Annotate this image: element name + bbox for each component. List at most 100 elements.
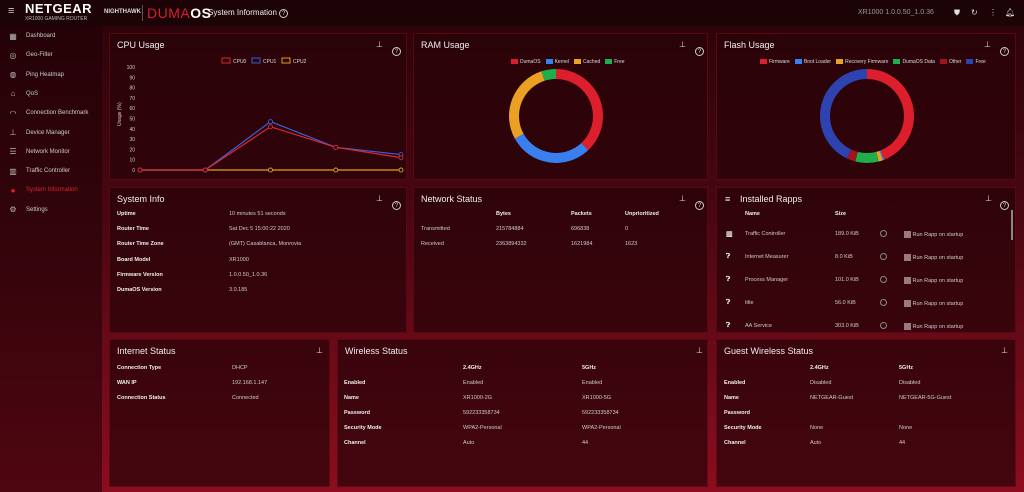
data-point — [268, 124, 273, 130]
legend-item: Other — [939, 59, 962, 65]
more-icon[interactable]: ⋮ — [989, 8, 997, 17]
pin-icon[interactable]: ⊥ — [985, 194, 992, 203]
panel-title: Internet Status — [117, 346, 176, 356]
panel-title: Network Status — [421, 194, 483, 204]
refresh-icon[interactable]: ↻ — [971, 8, 978, 17]
row-label: Password — [344, 410, 370, 416]
row-label: WAN IP — [117, 380, 137, 386]
run-on-startup-checkbox[interactable]: Run Rapp on startup — [904, 231, 963, 238]
y-tick-label: 90 — [129, 75, 135, 81]
guest-wireless-status-panel: Guest Wireless Status ⊥ 2.4GHz 5GHz Enable… — [716, 339, 1016, 487]
help-icon[interactable]: ? — [279, 9, 289, 18]
cpu-usage-panel: CPU Usage ⊥ ? 0 10 20 30 40 50 60 70 80 90 100 Usag… — [109, 33, 407, 180]
legend-item: Cached — [574, 59, 600, 65]
rapp-status-icon[interactable] — [880, 299, 887, 306]
cell: NETGEAR-5G-Guest — [899, 395, 952, 401]
y-tick-label: 100 — [127, 65, 136, 71]
run-on-startup-checkbox[interactable]: Run Rapp on startup — [904, 300, 963, 307]
help-icon[interactable]: ? — [695, 47, 704, 56]
help-icon[interactable]: ? — [1000, 201, 1009, 210]
checkbox[interactable] — [904, 300, 911, 307]
notification-bell-icon[interactable]: 🔔︎ — [1005, 8, 1016, 17]
column-header: Bytes — [496, 211, 511, 217]
rapp-status-icon[interactable] — [880, 253, 887, 260]
help-icon[interactable]: ? — [695, 201, 704, 210]
benchmark-icon: ◠ — [9, 108, 17, 118]
list-icon[interactable]: ≡ — [725, 194, 731, 204]
donut-slice-free — [820, 69, 867, 159]
sidebar-item-label: QoS — [26, 90, 39, 97]
checkbox[interactable] — [904, 231, 911, 238]
sidebar-item-traffic-controller[interactable]: ▥ Traffic Controller — [0, 162, 102, 180]
checkbox[interactable] — [904, 323, 911, 330]
cell: Disabled — [899, 380, 921, 386]
checkbox-label: Run Rapp on startup — [912, 277, 964, 284]
rapp-status-icon[interactable] — [880, 276, 887, 283]
pin-icon[interactable]: ⊥ — [316, 346, 323, 355]
sidebar-item-settings[interactable]: ⚙ Settings — [0, 201, 102, 219]
y-tick-label: 70 — [129, 96, 135, 102]
sidebar-item-system-information[interactable]: ● System Information — [0, 181, 102, 199]
legend-item: DumaOS Data — [893, 59, 935, 65]
dashboard-icon: ▦ — [9, 31, 17, 41]
sidebar-item-network-monitor[interactable]: ☰ Network Monitor — [0, 143, 102, 161]
y-axis-label: Usage (%) — [117, 102, 123, 126]
pin-icon[interactable]: ⊥ — [679, 40, 686, 49]
legend-label: Kernel — [554, 59, 570, 65]
data-point — [333, 144, 339, 150]
sidebar-item-device-manager[interactable]: ⊥ Device Manager — [0, 124, 102, 142]
run-on-startup-checkbox[interactable]: Run Rapp on startup — [904, 277, 963, 284]
cell: None — [899, 425, 913, 431]
row-value: DHCP — [232, 365, 248, 371]
y-tick-label: 50 — [129, 117, 135, 123]
ram-usage-panel: RAM Usage ⊥ ? DumaOS Kernel Cached Free — [413, 33, 708, 180]
menu-icon[interactable]: ≡ — [8, 5, 15, 17]
settings-icon: ⚙ — [9, 205, 17, 215]
rapp-status-icon[interactable] — [880, 322, 887, 329]
legend-label: DumaOS — [520, 59, 541, 65]
pin-icon[interactable]: ⊥ — [984, 40, 991, 49]
row-label: Security Mode — [344, 425, 382, 431]
run-on-startup-checkbox[interactable]: Run Rapp on startup — [904, 323, 963, 330]
rapp-name: title — [745, 300, 754, 306]
legend-label: Other — [948, 59, 962, 65]
pin-icon[interactable]: ⊥ — [376, 40, 383, 49]
help-icon[interactable]: ? — [1000, 47, 1009, 56]
checkbox[interactable] — [904, 277, 911, 284]
sidebar-item-dashboard[interactable]: ▦ Dashboard — [0, 27, 102, 45]
sidebar-item-geo-filter[interactable]: ◎ Geo-Filter — [0, 46, 102, 64]
checkbox-label: Run Rapp on startup — [912, 323, 964, 330]
sidebar-item-connection-benchmark[interactable]: ◠ Connection Benchmark — [0, 104, 102, 122]
sidebar-item-ping-heatmap[interactable]: ◍ Ping Heatmap — [0, 66, 102, 84]
cell: Disabled — [810, 380, 832, 386]
help-circle-icon: ❓︎ — [726, 322, 731, 329]
data-point — [202, 167, 208, 173]
pin-icon[interactable]: ⊥ — [376, 194, 383, 203]
row-label: Transmitted — [421, 226, 450, 232]
y-tick-label: 20 — [129, 147, 135, 153]
legend-label: DumaOS Data — [902, 59, 935, 65]
cell: Auto — [463, 440, 475, 446]
run-on-startup-checkbox[interactable]: Run Rapp on startup — [904, 254, 963, 261]
help-icon[interactable]: ? — [392, 47, 401, 56]
shield-icon[interactable]: ⛊ — [954, 8, 960, 17]
scrollbar[interactable] — [1011, 210, 1013, 240]
cell: WPA2-Personal — [582, 425, 621, 431]
pin-icon[interactable]: ⊥ — [1001, 346, 1008, 355]
help-circle-icon: ❓︎ — [726, 253, 731, 260]
sidebar-item-qos[interactable]: ⌂ QoS — [0, 85, 102, 103]
data-point — [333, 167, 339, 173]
rapp-status-icon[interactable] — [880, 230, 887, 237]
help-icon[interactable]: ? — [392, 201, 401, 210]
legend-swatch — [939, 59, 947, 65]
pin-icon[interactable]: ⊥ — [679, 194, 686, 203]
pin-icon[interactable]: ⊥ — [696, 346, 703, 355]
y-tick-label: 30 — [129, 137, 135, 143]
cell: None — [810, 425, 824, 431]
legend-label: Cached — [583, 59, 601, 65]
sidebar-item-label: Settings — [26, 206, 48, 213]
internet-status-panel: Internet Status ⊥ Connection Type DHCP WAN… — [109, 339, 330, 487]
cell: 2363894332 — [496, 240, 527, 247]
cell: NETGEAR-Guest — [810, 395, 854, 401]
checkbox[interactable] — [904, 254, 911, 261]
